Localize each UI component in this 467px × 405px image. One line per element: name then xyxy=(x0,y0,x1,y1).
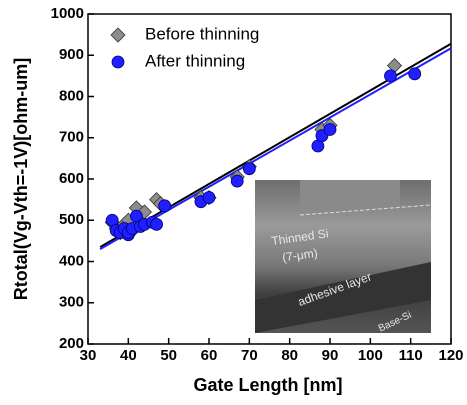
x-tick-label: 100 xyxy=(358,347,383,364)
x-tick-label: 70 xyxy=(241,347,258,364)
x-tick-label: 80 xyxy=(281,347,298,364)
inset-image: Thinned Si (7-μm) adhesive layer Base-Si xyxy=(255,180,432,335)
x-tick-label: 110 xyxy=(399,347,423,364)
x-tick-label: 60 xyxy=(201,347,218,364)
y-tick-label: 500 xyxy=(59,211,84,228)
x-tick-label: 40 xyxy=(120,347,137,364)
x-tick-label: 90 xyxy=(322,347,339,364)
y-tick-label: 800 xyxy=(59,87,84,104)
y-tick-label: 600 xyxy=(59,170,84,187)
y-tick-label: 200 xyxy=(59,335,84,352)
y-tick-label: 900 xyxy=(59,46,84,63)
point xyxy=(242,162,256,176)
y-tick-label: 1000 xyxy=(51,5,84,22)
x-tick-label: 50 xyxy=(160,347,177,364)
legend-label: After thinning xyxy=(145,51,245,70)
inset-label: (7-μm) xyxy=(281,246,318,265)
point xyxy=(384,69,397,83)
x-tick-label: 120 xyxy=(438,347,463,364)
point xyxy=(323,123,337,136)
point xyxy=(408,67,422,81)
legend-marker xyxy=(110,27,126,43)
y-tick-label: 700 xyxy=(59,129,84,146)
point xyxy=(158,199,172,213)
point xyxy=(202,191,216,204)
legend-label: Before thinning xyxy=(145,24,259,43)
point xyxy=(230,174,244,188)
y-tick-label: 300 xyxy=(59,294,84,311)
y-axis-label: Rtotal(Vg-Vth=-1V)[ohm-um] xyxy=(11,58,31,300)
x-tick-label: 30 xyxy=(80,347,97,364)
legend-marker xyxy=(111,55,125,69)
y-tick-label: 400 xyxy=(59,252,84,269)
x-axis-label: Gate Length [nm] xyxy=(194,375,343,395)
point xyxy=(150,217,163,231)
